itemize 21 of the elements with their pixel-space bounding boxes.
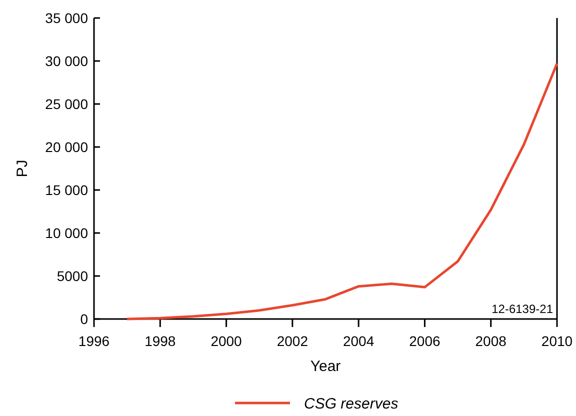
x-tick-label: 2010	[541, 333, 573, 349]
y-tick-label: 30 000	[45, 52, 88, 69]
y-tick-label: 25 000	[45, 96, 88, 112]
x-tick-label: 2008	[475, 333, 507, 349]
y-tick-label: 0	[80, 310, 88, 327]
x-axis-title: Year	[310, 358, 341, 375]
x-tick-label: 1996	[78, 333, 110, 349]
line-series	[126, 62, 558, 320]
y-tick-label: 35 000	[45, 10, 88, 26]
y-tick-label: 15 000	[45, 182, 88, 198]
annotation: 12-6139-21	[492, 302, 554, 316]
y-tick-label: 10 000	[45, 224, 88, 241]
legend-label: CSG reserves	[304, 395, 399, 412]
x-tick-label: 2006	[409, 333, 440, 349]
y-tick-label: 20 000	[45, 138, 88, 155]
x-tick-label: 2000	[210, 333, 242, 349]
x-tick-label: 2002	[276, 333, 308, 349]
x-tick-label: 1998	[144, 333, 176, 349]
y-axis-title: PJ	[14, 160, 31, 178]
y-tick-label: 5000	[56, 268, 88, 284]
x-tick-label: 2004	[342, 333, 374, 349]
